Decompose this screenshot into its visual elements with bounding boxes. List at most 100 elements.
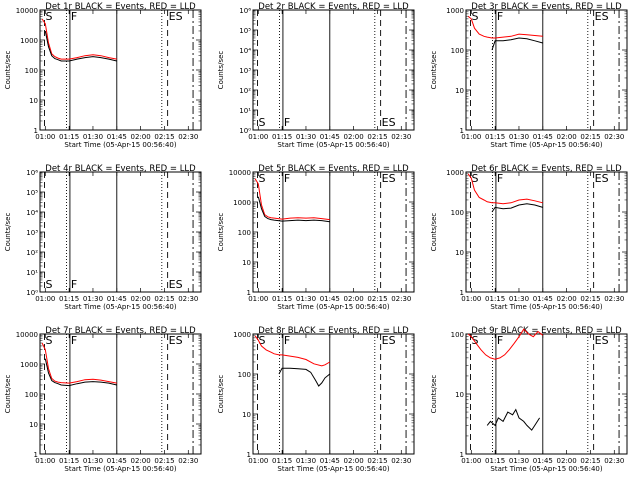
x-tick-label: 02:15 bbox=[580, 457, 600, 465]
marker-label: F bbox=[497, 10, 503, 23]
x-tick-label: 01:15 bbox=[485, 295, 505, 303]
x-axis-label: Start Time (05-Apr-15 00:56:40) bbox=[64, 303, 176, 311]
y-tick-label: 100 bbox=[25, 67, 38, 75]
marker-label: S bbox=[472, 10, 479, 23]
plot-frame bbox=[39, 333, 202, 455]
x-axis-label: Start Time (05-Apr-15 00:56:40) bbox=[490, 141, 602, 149]
x-axis-label: Start Time (05-Apr-15 00:56:40) bbox=[277, 465, 389, 473]
x-tick-label: 01:45 bbox=[320, 457, 340, 465]
events-series-line bbox=[257, 196, 330, 223]
x-tick-label: 01:15 bbox=[59, 133, 79, 141]
x-tick-label: 02:15 bbox=[580, 295, 600, 303]
y-tick-label: 10 bbox=[242, 411, 251, 419]
x-tick-label: 01:30 bbox=[296, 295, 316, 303]
x-tick-label: 01:00 bbox=[461, 133, 481, 141]
x-tick-label: 02:30 bbox=[178, 133, 198, 141]
marker-label: S bbox=[472, 172, 479, 185]
panel-title: Det 8r BLACK = Events, RED = LLD bbox=[258, 326, 409, 336]
x-tick-label: 01:15 bbox=[485, 457, 505, 465]
detector-panel: Det 6r BLACK = Events, RED = LLD 01:00 01:… bbox=[430, 164, 628, 311]
marker-label: F bbox=[71, 334, 77, 347]
y-tick-label: 1000 bbox=[233, 331, 251, 339]
x-tick-label: 02:00 bbox=[131, 133, 151, 141]
marker-label: S bbox=[259, 334, 266, 347]
y-tick-label: 1 bbox=[460, 289, 464, 297]
x-tick-label: 02:30 bbox=[391, 457, 411, 465]
panel-title: Det 1r BLACK = Events, RED = LLD bbox=[45, 2, 196, 12]
x-axis-label: Start Time (05-Apr-15 00:56:40) bbox=[277, 141, 389, 149]
x-tick-label: 01:45 bbox=[107, 457, 127, 465]
lld-series-line bbox=[467, 173, 543, 205]
y-tick-label: 10³ bbox=[26, 229, 38, 237]
y-tick-label: 10⁴ bbox=[239, 47, 251, 55]
y-tick-label: 10000 bbox=[16, 7, 38, 15]
y-axis-label: Counts/sec bbox=[4, 51, 12, 90]
plot-frame bbox=[39, 171, 202, 293]
y-tick-label: 10⁵ bbox=[26, 189, 38, 197]
y-tick-label: 10¹ bbox=[239, 107, 251, 115]
marker-label: ES bbox=[169, 278, 183, 291]
y-axis-label: Counts/sec bbox=[430, 213, 438, 252]
plot-frame bbox=[465, 333, 628, 455]
x-tick-label: 01:00 bbox=[461, 295, 481, 303]
y-tick-label: 10⁶ bbox=[26, 169, 38, 177]
y-tick-label: 1 bbox=[460, 451, 464, 459]
x-tick-label: 01:30 bbox=[83, 133, 103, 141]
y-tick-label: 1000 bbox=[446, 7, 464, 15]
x-tick-label: 02:30 bbox=[604, 133, 624, 141]
marker-label: ES bbox=[595, 172, 609, 185]
x-tick-label: 01:00 bbox=[248, 457, 268, 465]
y-tick-label: 100 bbox=[451, 47, 464, 55]
x-tick-label: 02:30 bbox=[178, 295, 198, 303]
x-tick-label: 02:00 bbox=[557, 295, 577, 303]
y-axis-label: Counts/sec bbox=[430, 375, 438, 414]
y-tick-label: 1 bbox=[247, 451, 251, 459]
x-axis-label: Start Time (05-Apr-15 00:56:40) bbox=[277, 303, 389, 311]
marker-label: ES bbox=[595, 334, 609, 347]
y-tick-label: 10⁴ bbox=[26, 209, 38, 217]
y-tick-label: 10¹ bbox=[26, 269, 38, 277]
x-tick-label: 01:00 bbox=[35, 295, 55, 303]
y-tick-label: 1000 bbox=[446, 169, 464, 177]
lld-series-line bbox=[467, 328, 544, 360]
x-tick-label: 02:15 bbox=[580, 133, 600, 141]
x-tick-label: 02:15 bbox=[367, 457, 387, 465]
marker-label: ES bbox=[169, 334, 183, 347]
detector-panel: Det 2r BLACK = Events, RED = LLD 01:00 01:… bbox=[217, 2, 415, 149]
marker-label: S bbox=[472, 334, 479, 347]
panel-title: Det 7r BLACK = Events, RED = LLD bbox=[45, 326, 196, 336]
marker-label: F bbox=[284, 116, 290, 129]
y-tick-label: 1 bbox=[34, 451, 38, 459]
panel-title: Det 3r BLACK = Events, RED = LLD bbox=[471, 2, 622, 12]
x-tick-label: 02:00 bbox=[557, 457, 577, 465]
y-tick-label: 10 bbox=[242, 259, 251, 267]
y-tick-label: 10² bbox=[26, 249, 38, 257]
x-tick-label: 01:30 bbox=[509, 295, 529, 303]
x-tick-label: 02:30 bbox=[391, 295, 411, 303]
x-tick-label: 02:30 bbox=[178, 457, 198, 465]
marker-label: F bbox=[71, 278, 77, 291]
marker-label: ES bbox=[382, 172, 396, 185]
y-axis-label: Counts/sec bbox=[217, 51, 225, 90]
y-axis-label: Counts/sec bbox=[4, 375, 12, 414]
y-tick-label: 10 bbox=[29, 97, 38, 105]
plot-frame bbox=[252, 333, 415, 455]
y-tick-label: 10⁶ bbox=[239, 7, 251, 15]
panel-title: Det 5r BLACK = Events, RED = LLD bbox=[258, 164, 409, 174]
lld-series-line bbox=[254, 335, 331, 367]
x-tick-label: 02:00 bbox=[131, 295, 151, 303]
x-tick-label: 01:00 bbox=[35, 457, 55, 465]
plot-frame bbox=[252, 9, 415, 131]
detector-panel: Det 4r BLACK = Events, RED = LLD 01:00 01:… bbox=[4, 164, 202, 311]
detector-panel: Det 1r BLACK = Events, RED = LLD 01:00 01:… bbox=[4, 2, 202, 149]
x-tick-label: 01:15 bbox=[272, 457, 292, 465]
plot-frame bbox=[252, 171, 415, 293]
x-tick-label: 01:45 bbox=[320, 295, 340, 303]
marker-label: F bbox=[71, 10, 77, 23]
marker-label: S bbox=[46, 10, 53, 23]
y-tick-label: 100 bbox=[238, 229, 251, 237]
y-tick-label: 10⁰ bbox=[26, 289, 38, 297]
plot-frame bbox=[465, 171, 628, 293]
x-tick-label: 01:30 bbox=[509, 133, 529, 141]
